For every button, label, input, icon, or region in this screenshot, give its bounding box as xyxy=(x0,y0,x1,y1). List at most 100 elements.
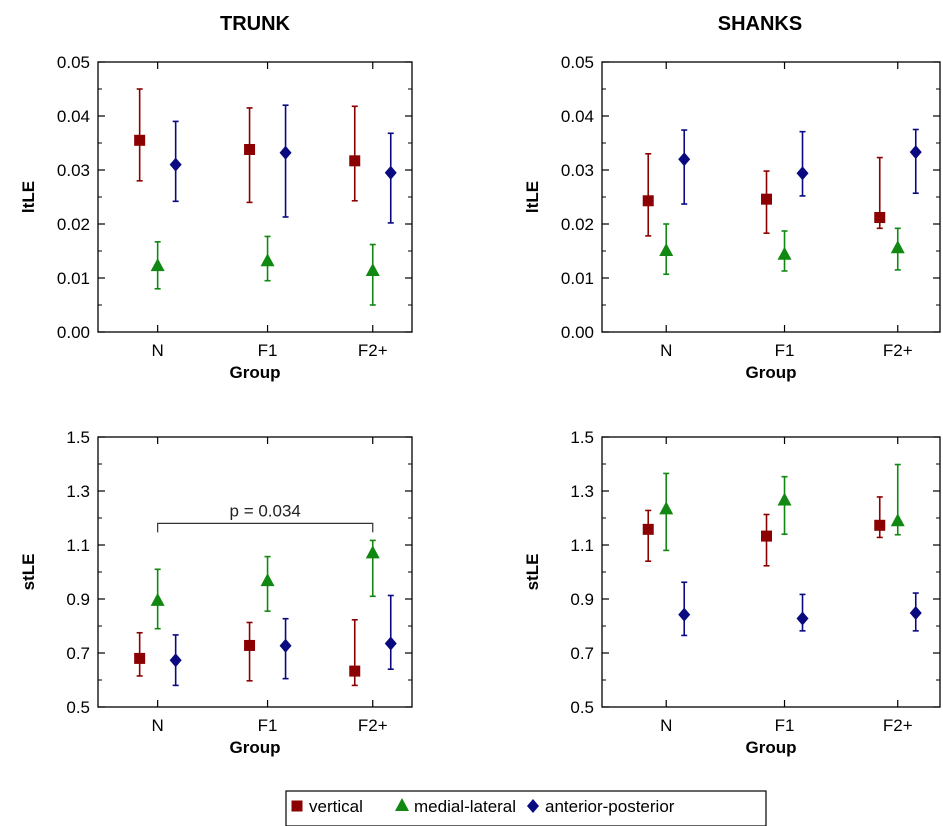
data-point xyxy=(910,145,922,159)
y-tick-label: 0.00 xyxy=(57,323,90,342)
y-axis-label: ltLE xyxy=(19,181,38,213)
data-point xyxy=(244,640,255,651)
series-anterior-posterior xyxy=(678,582,922,635)
column-title-trunk: TRUNK xyxy=(220,13,291,35)
data-point xyxy=(170,158,182,172)
y-tick-label: 1.5 xyxy=(570,428,594,447)
x-tick-label: N xyxy=(152,716,164,735)
x-tick-label: F2+ xyxy=(883,716,913,735)
x-tick-label: F1 xyxy=(775,341,795,360)
y-tick-label: 1.5 xyxy=(66,428,90,447)
data-point xyxy=(874,212,885,223)
data-point xyxy=(761,531,772,542)
series-anterior-posterior xyxy=(170,595,397,685)
data-point xyxy=(643,195,654,206)
data-point xyxy=(910,606,922,620)
data-point xyxy=(778,247,792,260)
data-point xyxy=(170,653,182,667)
series-anterior-posterior xyxy=(170,105,397,223)
data-point xyxy=(678,152,690,166)
series-medial-lateral xyxy=(659,465,905,551)
x-tick-label: F1 xyxy=(258,341,278,360)
data-point xyxy=(659,243,673,256)
data-point xyxy=(151,258,165,271)
legend: vertical medial-lateral anterior-posterior xyxy=(286,791,766,826)
data-point xyxy=(280,146,292,160)
panel-trunk-ltle: 0.00 0.01 0.02 0.03 0.04 0.05 N F1 F2+ Group ltLE xyxy=(19,53,412,382)
data-point xyxy=(761,194,772,205)
legend-item-anterior-posterior: anterior-posterior xyxy=(527,797,675,816)
significance-bracket xyxy=(158,523,373,532)
data-point xyxy=(134,135,145,146)
data-point xyxy=(797,611,809,625)
series-medial-lateral xyxy=(151,236,380,305)
data-point xyxy=(261,573,275,586)
y-tick-label: 0.7 xyxy=(570,644,594,663)
x-axis-label: Group xyxy=(230,738,281,757)
x-tick-label: F1 xyxy=(258,716,278,735)
plot-frame xyxy=(98,437,412,707)
y-axis-label: stLE xyxy=(19,554,38,591)
column-title-shanks: SHANKS xyxy=(718,13,802,35)
y-tick-label: 0.01 xyxy=(57,269,90,288)
data-point xyxy=(244,144,255,155)
series-vertical xyxy=(134,620,360,686)
y-tick-label: 1.1 xyxy=(570,536,594,555)
y-tick-label: 0.03 xyxy=(57,161,90,180)
x-tick-label: F2+ xyxy=(358,341,388,360)
y-tick-label: 0.04 xyxy=(561,107,594,126)
y-tick-label: 0.9 xyxy=(66,590,90,609)
x-tick-label: F2+ xyxy=(883,341,913,360)
panel-trunk-stle: 0.5 0.7 0.9 1.1 1.3 1.5 N F1 F2+ Group stLE p = 0.0… xyxy=(19,428,412,757)
data-point xyxy=(385,637,397,651)
series-vertical xyxy=(643,497,886,566)
x-axis-label: Group xyxy=(746,738,797,757)
x-tick-label: N xyxy=(660,341,672,360)
data-point xyxy=(874,520,885,531)
significance-label: p = 0.034 xyxy=(230,501,301,520)
data-point xyxy=(643,524,654,535)
data-point xyxy=(366,263,380,276)
data-point xyxy=(349,666,360,677)
y-tick-label: 0.03 xyxy=(561,161,594,180)
y-tick-label: 0.02 xyxy=(561,215,594,234)
y-tick-label: 0.05 xyxy=(561,53,594,72)
y-tick-label: 0.00 xyxy=(561,323,594,342)
series-vertical xyxy=(134,89,360,202)
series-anterior-posterior xyxy=(678,130,922,205)
series-medial-lateral xyxy=(151,540,380,628)
panel-shanks-stle: 0.5 0.7 0.9 1.1 1.3 1.5 N F1 F2+ Group stLE xyxy=(523,428,940,757)
data-point xyxy=(678,608,690,622)
panel-shanks-ltle: 0.00 0.01 0.02 0.03 0.04 0.05 N F1 F2+ Group ltLE xyxy=(523,53,940,382)
plot-frame xyxy=(98,62,412,332)
x-tick-label: N xyxy=(660,716,672,735)
y-tick-label: 0.5 xyxy=(570,698,594,717)
legend-label: medial-lateral xyxy=(414,797,516,816)
x-tick-label: F1 xyxy=(775,716,795,735)
data-point xyxy=(349,155,360,166)
x-axis-label: Group xyxy=(746,363,797,382)
data-point xyxy=(659,501,673,514)
y-tick-label: 1.1 xyxy=(66,536,90,555)
x-axis-label: Group xyxy=(230,363,281,382)
series-medial-lateral xyxy=(659,224,905,274)
y-axis-label: ltLE xyxy=(523,181,542,213)
data-point xyxy=(280,639,292,653)
data-point xyxy=(385,166,397,180)
data-point xyxy=(151,593,165,606)
x-tick-label: N xyxy=(152,341,164,360)
data-point xyxy=(797,166,809,180)
legend-item-medial-lateral: medial-lateral xyxy=(395,797,516,816)
series-vertical xyxy=(643,154,886,236)
data-point xyxy=(134,653,145,664)
y-tick-label: 0.02 xyxy=(57,215,90,234)
y-tick-label: 0.01 xyxy=(561,269,594,288)
data-point xyxy=(366,545,380,558)
y-tick-label: 0.7 xyxy=(66,644,90,663)
y-tick-label: 1.3 xyxy=(66,482,90,501)
y-tick-label: 0.9 xyxy=(570,590,594,609)
data-point xyxy=(261,253,275,266)
data-point xyxy=(891,240,905,253)
y-tick-label: 1.3 xyxy=(570,482,594,501)
